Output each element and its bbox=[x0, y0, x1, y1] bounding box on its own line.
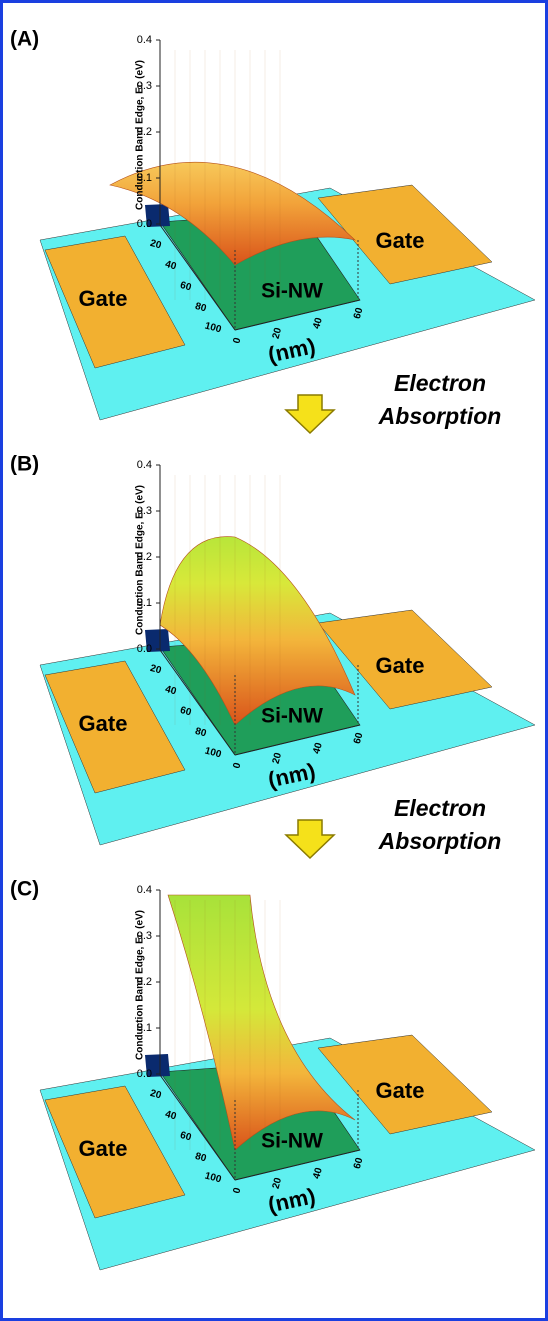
gate-label: Gate bbox=[79, 286, 128, 311]
transition: Electron Absorption bbox=[286, 370, 501, 433]
transition-text: Electron bbox=[394, 795, 486, 821]
transition-text: Electron bbox=[394, 370, 486, 396]
y-tick-label: 0.0 bbox=[137, 218, 152, 230]
panel-label: (C) bbox=[10, 878, 39, 901]
arrow bbox=[286, 395, 334, 433]
y-axis-title: Conduction Band Edge, Ec (eV) bbox=[135, 60, 146, 210]
wire-label: Si-NW bbox=[261, 280, 323, 303]
panel-label: (A) bbox=[10, 28, 39, 51]
wire-label: Si-NW bbox=[261, 705, 323, 728]
panel-label: (B) bbox=[10, 453, 39, 476]
y-tick-label: 0.4 bbox=[137, 884, 152, 896]
y-tick-label: 0.0 bbox=[137, 643, 152, 655]
wire-label: Si-NW bbox=[261, 1130, 323, 1153]
transition-text: Absorption bbox=[378, 828, 502, 854]
figure: 0.40.30.20.10.0Conduction Band Edge, Ec … bbox=[0, 0, 548, 1321]
y-tick-label: 0.0 bbox=[137, 1068, 152, 1080]
y-tick-label: 0.4 bbox=[137, 34, 152, 46]
y-axis-title: Conduction Band Edge, Ec (eV) bbox=[135, 485, 146, 635]
transition-text: Absorption bbox=[378, 403, 502, 429]
gate-label: Gate bbox=[376, 228, 425, 253]
gate-label: Gate bbox=[376, 653, 425, 678]
arrow bbox=[286, 820, 334, 858]
gate-label: Gate bbox=[79, 1136, 128, 1161]
transition: Electron Absorption bbox=[286, 795, 501, 858]
y-tick-label: 0.4 bbox=[137, 459, 152, 471]
y-axis-title: Conduction Band Edge, Ec (eV) bbox=[135, 910, 146, 1060]
gate-label: Gate bbox=[376, 1078, 425, 1103]
gate-label: Gate bbox=[79, 711, 128, 736]
